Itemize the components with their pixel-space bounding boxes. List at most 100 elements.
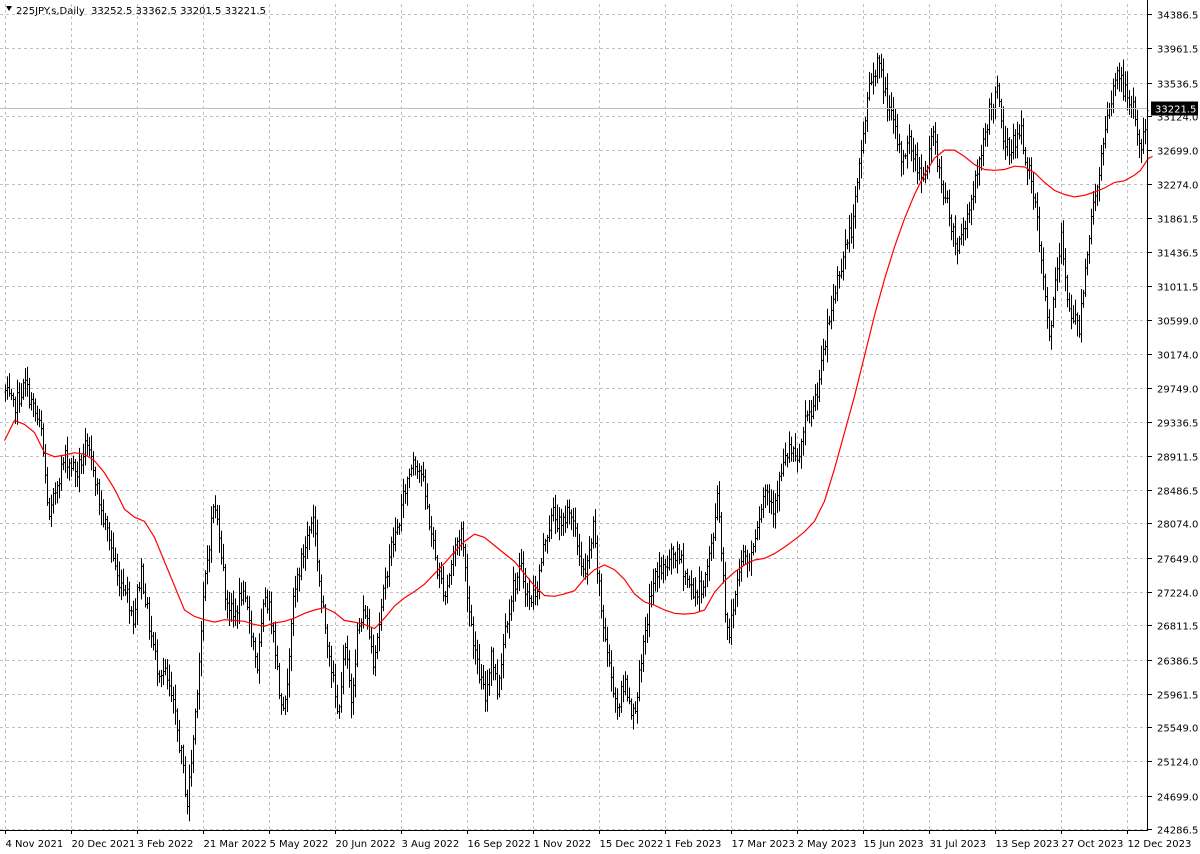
ohlc-bar	[242, 580, 245, 605]
ohlc-bar	[478, 644, 481, 684]
ohlc-bar	[710, 533, 713, 562]
ohlc-bar	[188, 764, 191, 822]
ohlc-bar	[886, 73, 889, 122]
ohlc-bar	[544, 538, 547, 552]
ohlc-bar	[406, 476, 409, 506]
ohlc-bar	[738, 559, 741, 587]
ohlc-bar	[1138, 129, 1141, 158]
y-tick-label: 31011.5	[1157, 283, 1198, 294]
ohlc-bar	[346, 635, 349, 669]
ohlc-bar	[942, 180, 945, 206]
ohlc-bar	[266, 589, 269, 614]
ohlc-bar	[734, 590, 737, 616]
y-tick-label: 31436.5	[1157, 249, 1198, 260]
ohlc-bar	[432, 526, 435, 550]
ohlc-bar	[1020, 110, 1023, 145]
y-tick-label: 27649.0	[1157, 555, 1198, 566]
ohlc-bar	[1048, 309, 1051, 342]
ohlc-bar	[618, 703, 621, 717]
ohlc-bar	[502, 633, 505, 679]
ohlc-bar	[634, 701, 637, 715]
ohlc-bar	[372, 634, 375, 675]
ohlc-bar	[988, 98, 991, 135]
y-tick-label: 30599.0	[1157, 317, 1198, 328]
moving-average	[3, 149, 1153, 630]
ohlc-bar	[820, 345, 823, 385]
ohlc-bar	[754, 529, 757, 553]
ohlc-bar	[918, 157, 921, 181]
ohlc-bar	[658, 551, 661, 589]
ohlc-bar	[796, 448, 799, 473]
ohlc-bar	[784, 442, 787, 466]
ohlc-bar	[222, 543, 225, 572]
ohlc-bar	[344, 642, 347, 666]
ohlc-bar	[1004, 125, 1007, 160]
ohlc-bar	[480, 663, 483, 690]
ohlc-bar	[668, 549, 671, 571]
ohlc-bar	[280, 693, 283, 715]
ohlc-bar	[18, 382, 21, 413]
ohlc-bar	[810, 399, 813, 427]
ohlc-bar	[404, 484, 407, 504]
ohlc-bar	[1086, 251, 1089, 276]
ohlc-bar	[310, 516, 313, 534]
ohlc-bar	[28, 377, 31, 409]
ohlc-bar	[226, 590, 229, 619]
ohlc-bar	[286, 668, 289, 713]
ohlc-bar	[114, 547, 117, 571]
ohlc-bar	[764, 484, 767, 509]
ohlc-bar	[362, 595, 365, 629]
ohlc-bar	[138, 582, 141, 592]
ohlc-bar	[550, 508, 553, 540]
ohlc-bar	[758, 506, 761, 540]
ohlc-bar	[442, 566, 445, 602]
ohlc-bar	[868, 71, 871, 101]
ohlc-bar	[148, 596, 151, 640]
ohlc-bar	[576, 523, 579, 556]
ohlc-bar	[62, 457, 65, 471]
ohlc-bar	[108, 522, 111, 551]
ohlc-bar	[968, 202, 971, 223]
ohlc-bar	[570, 509, 573, 531]
y-tick-label: 26811.5	[1157, 622, 1198, 633]
price-axis: 34386.5 33961.5 33536.5 33124.0 32699.0 32274…	[1147, 11, 1198, 837]
ohlc-bar	[58, 477, 61, 499]
ohlc-bars	[4, 52, 1149, 822]
ohlc-bar	[902, 149, 905, 175]
ohlc-bar	[214, 495, 217, 519]
ohlc-bar	[494, 663, 497, 681]
ohlc-bar	[648, 583, 651, 638]
ohlc-bar	[90, 435, 93, 471]
ohlc-bar	[328, 641, 331, 667]
ohlc-bar	[836, 266, 839, 302]
triangle-down-icon[interactable]	[6, 6, 12, 11]
ohlc-bar	[540, 558, 543, 573]
ohlc-bar	[1104, 115, 1107, 149]
ohlc-bar	[732, 598, 735, 629]
ohlc-bar	[66, 436, 69, 479]
ohlc-bar	[740, 550, 743, 582]
ohlc-bar	[608, 644, 611, 667]
ohlc-bar	[568, 499, 571, 525]
ohlc-bar	[788, 431, 791, 463]
ohlc-bar	[876, 52, 879, 84]
ohlc-bar	[846, 239, 849, 250]
ohlc-bar	[136, 584, 139, 625]
ohlc-bar	[844, 229, 847, 270]
ohlc-bar	[244, 582, 247, 603]
ohlc-bar	[1084, 258, 1087, 297]
ohlc-bar	[1028, 157, 1031, 180]
ohlc-bar	[1112, 78, 1115, 114]
ohlc-bar	[964, 220, 967, 241]
ohlc-bar	[184, 756, 187, 798]
ohlc-bar	[220, 530, 223, 565]
ohlc-bar	[596, 535, 599, 584]
ohlc-bar	[12, 392, 15, 407]
ohlc-bar	[444, 590, 447, 606]
ohlc-bar	[1120, 66, 1123, 93]
ohlc-bar	[1008, 137, 1011, 165]
ohlc-bar	[584, 553, 587, 580]
ohlc-bar	[640, 654, 643, 683]
x-tick-label: 2 May 2023	[798, 839, 857, 850]
